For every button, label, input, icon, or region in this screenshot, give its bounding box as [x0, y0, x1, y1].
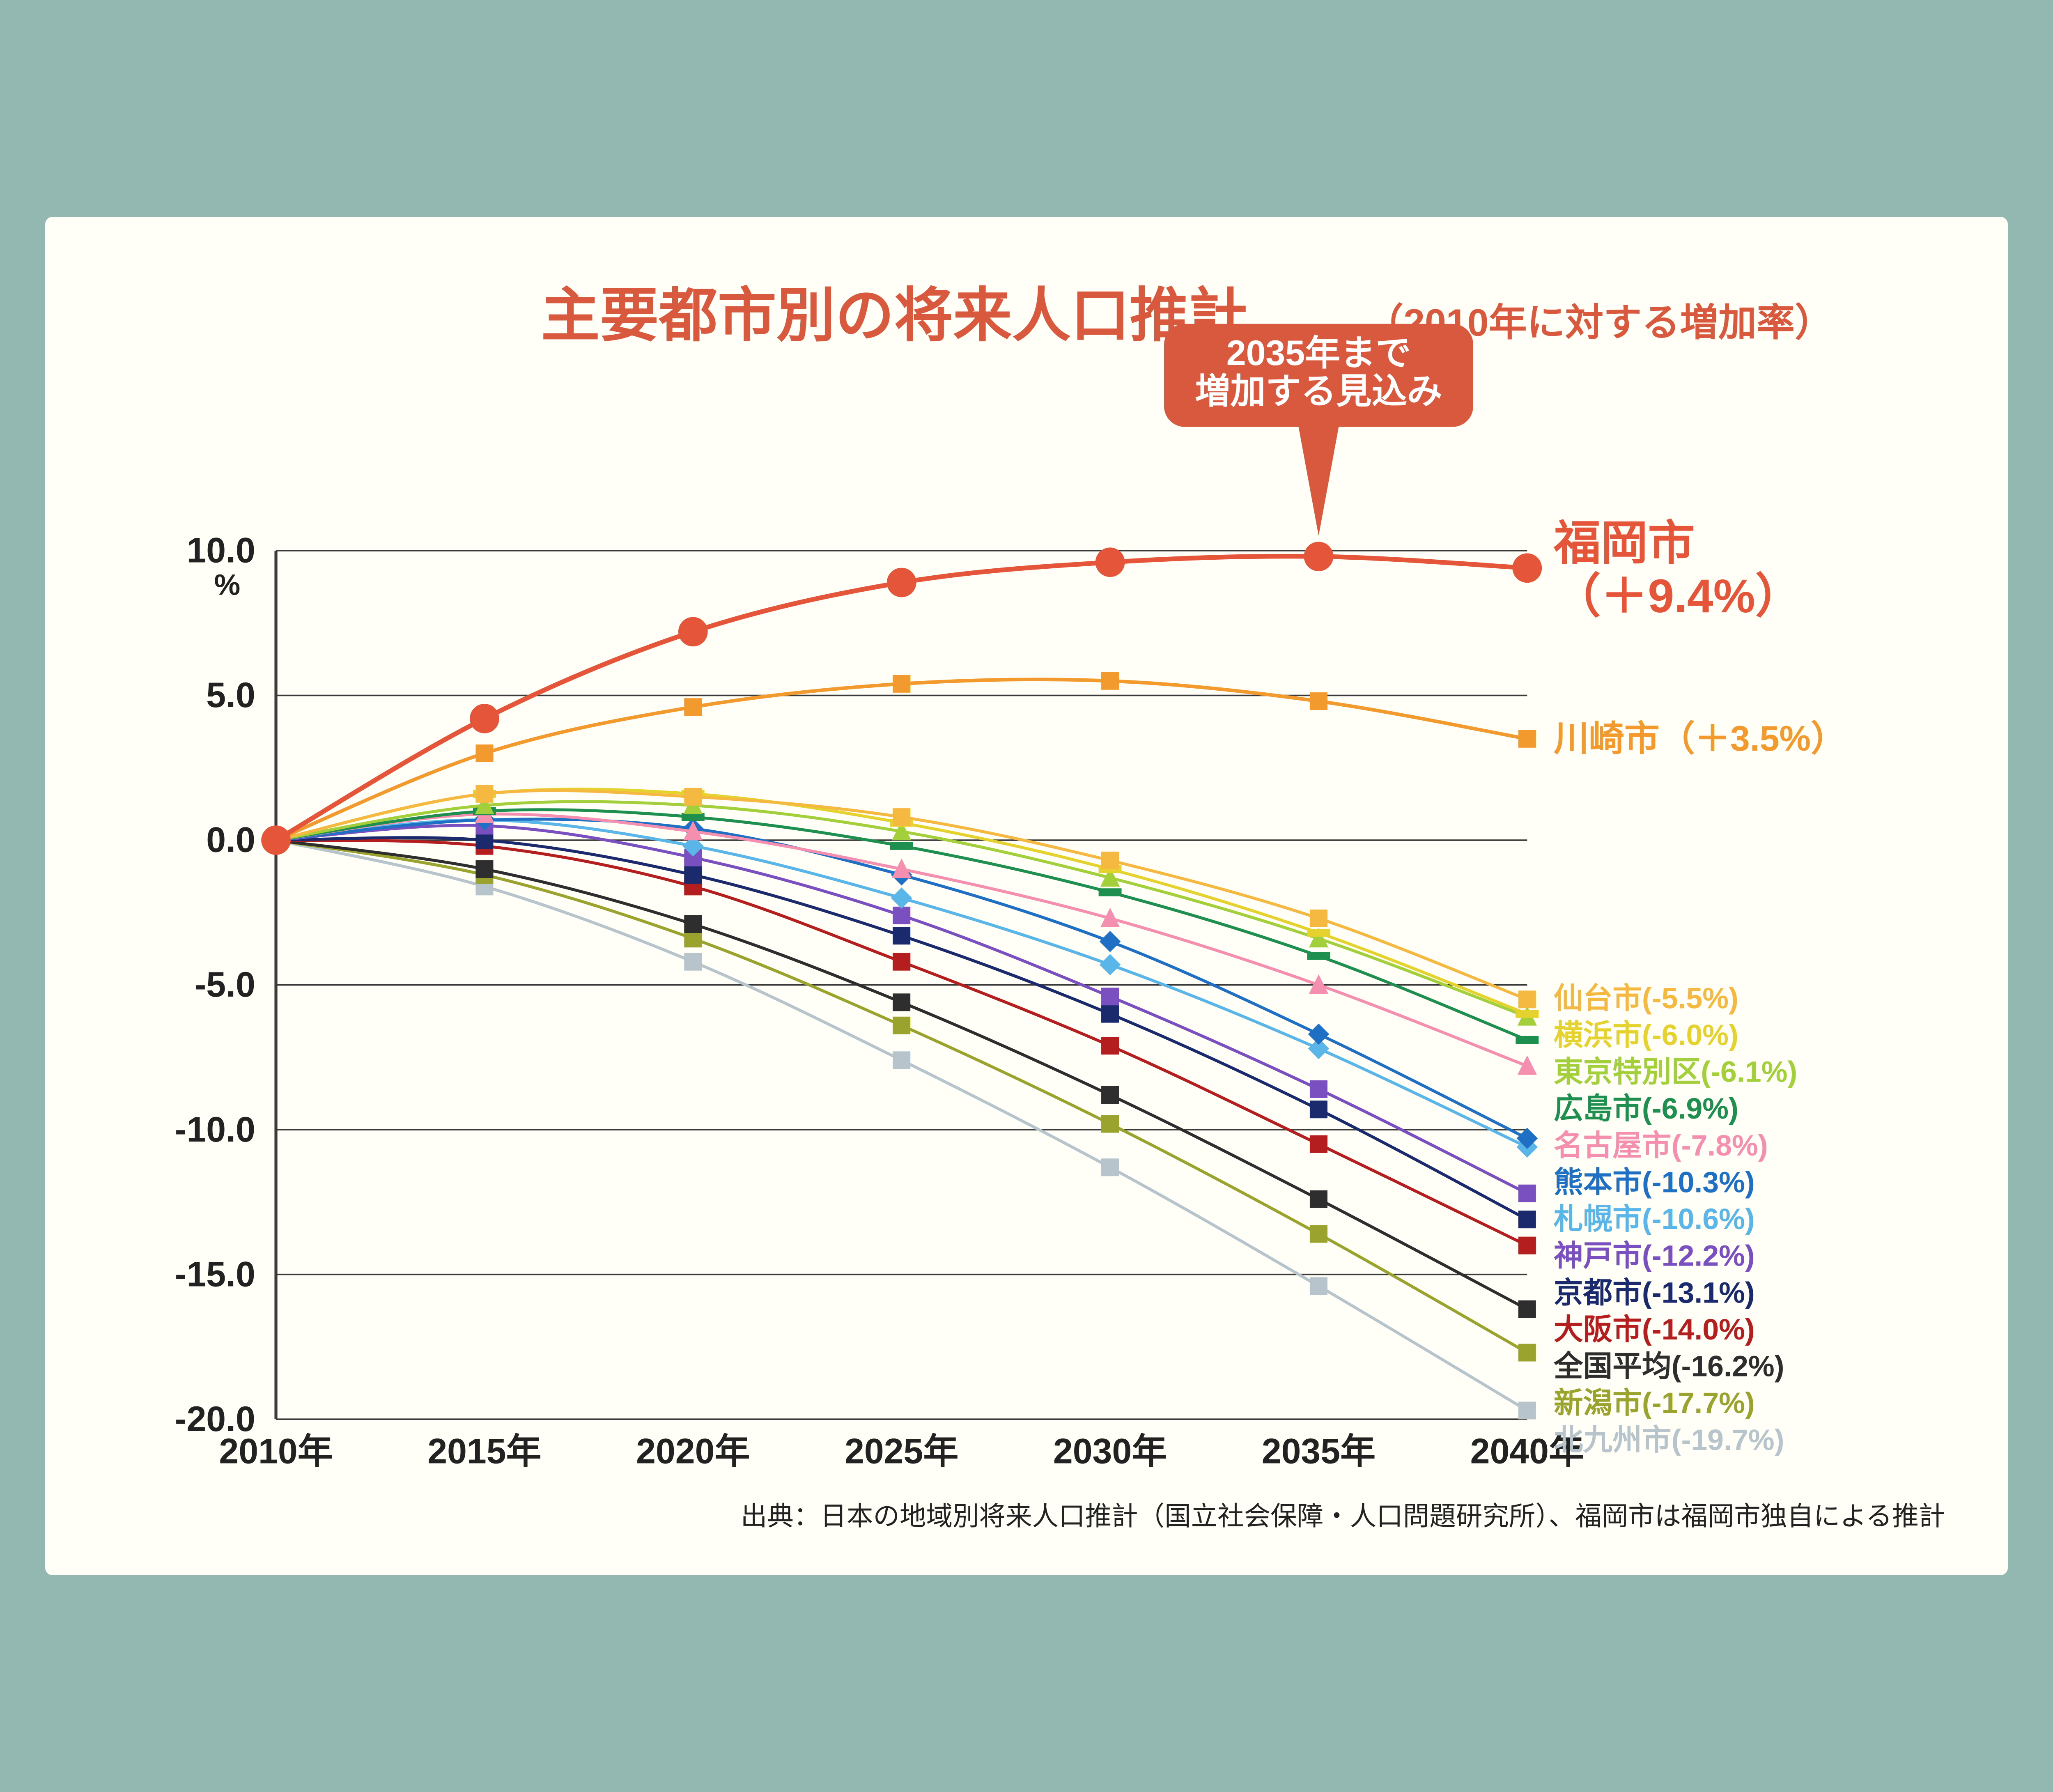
marker-zenkoku [684, 915, 702, 933]
marker-niigata [1310, 1225, 1327, 1243]
marker-sendai [1518, 990, 1536, 1008]
label-sapporo: 札幌市(-10.6%) [1553, 1203, 1754, 1236]
marker-zenkoku [475, 860, 493, 878]
marker-kawasaki [1310, 692, 1327, 710]
label-fukuoka: 福岡市 [1553, 517, 1695, 570]
marker-fukuoka [678, 617, 708, 646]
x-tick-label: 2035年 [1261, 1431, 1375, 1471]
marker-osaka [1101, 1037, 1119, 1055]
label-kyoto: 京都市(-13.1%) [1553, 1276, 1754, 1309]
marker-kitakyushu [1101, 1158, 1119, 1176]
source-text: 出典：日本の地域別将来人口推計（国立社会保障・人口問題研究所）、福岡市は福岡市独… [741, 1501, 1945, 1531]
label-yokohama: 横浜市(-6.0%) [1553, 1019, 1738, 1052]
marker-sendai [684, 788, 702, 805]
marker-kyoto [684, 866, 702, 884]
y-tick-label: 10.0 [186, 531, 255, 570]
marker-kawasaki [475, 744, 493, 762]
y-tick-label: -15.0 [175, 1254, 255, 1294]
label-osaka: 大阪市(-14.0%) [1553, 1313, 1754, 1346]
marker-kawasaki [1101, 672, 1119, 689]
marker-kawasaki [1518, 730, 1536, 747]
marker-sendai [1310, 910, 1327, 927]
marker-kyoto [1518, 1211, 1536, 1228]
marker-niigata [893, 1016, 910, 1034]
marker-niigata [1101, 1115, 1119, 1133]
x-tick-label: 2015年 [427, 1431, 541, 1471]
x-tick-label: 2010年 [219, 1431, 333, 1471]
marker-yokohama [1307, 929, 1330, 937]
marker-kumamoto [1099, 931, 1121, 952]
marker-kawasaki [684, 698, 702, 716]
series-group [261, 542, 1542, 1419]
chart-panel: 主要都市別の将来人口推計（2010年に対する増加率）2035年まで増加する見込み… [45, 217, 2008, 1575]
marker-kobe [1310, 1080, 1327, 1098]
marker-kyoto [1310, 1100, 1327, 1118]
marker-zenkoku [1310, 1190, 1327, 1208]
marker-nagoya [1517, 1055, 1536, 1075]
marker-hiroshima [1516, 1036, 1539, 1044]
marker-zenkoku [1518, 1300, 1536, 1318]
marker-yokohama [1516, 1010, 1539, 1018]
label-tokyo: 東京特別区(-6.1%) [1553, 1055, 1797, 1088]
marker-kyoto [1101, 1005, 1119, 1022]
marker-osaka [893, 953, 910, 970]
label-kobe: 神戸市(-12.2%) [1553, 1239, 1754, 1272]
x-tick-label: 2020年 [636, 1431, 750, 1471]
marker-fukuoka [1095, 547, 1125, 577]
x-ticks: 2010年2015年2020年2025年2030年2035年2040年 [219, 1431, 1584, 1471]
svg-text:2035年まで: 2035年まで [1226, 333, 1410, 373]
y-tick-label: -10.0 [175, 1110, 255, 1149]
marker-zenkoku [1101, 1086, 1119, 1104]
marker-sapporo [891, 887, 912, 909]
marker-fukuoka [1512, 553, 1542, 583]
callout-growth-2035: 2035年まで増加する見込み [1164, 324, 1473, 535]
marker-kobe [893, 907, 910, 924]
marker-kawasaki [893, 675, 910, 693]
y-tick-label: -5.0 [194, 965, 255, 1004]
marker-kyoto [893, 927, 910, 944]
label-kawasaki: 川崎市（＋3.5%） [1553, 719, 1846, 758]
marker-zenkoku [893, 993, 910, 1011]
label-niigata: 新潟市(-17.7%) [1553, 1387, 1754, 1420]
marker-fukuoka [470, 704, 499, 733]
label-zenkoku: 全国平均(-16.2%) [1553, 1350, 1784, 1383]
y-tick-label: 0.0 [206, 820, 255, 859]
population-forecast-chart: 主要都市別の将来人口推計（2010年に対する増加率）2035年まで増加する見込み… [85, 256, 1969, 1552]
title-main: 主要都市別の将来人口推計 [541, 283, 1247, 348]
marker-sendai [1101, 852, 1119, 869]
marker-hiroshima [1307, 952, 1330, 960]
x-tick-label: 2030年 [1053, 1431, 1167, 1471]
marker-kitakyushu [1518, 1401, 1536, 1419]
label-hiroshima: 広島市(-6.9%) [1553, 1092, 1738, 1125]
marker-hiroshima [890, 842, 913, 850]
marker-fukuoka [261, 825, 291, 855]
marker-kitakyushu [684, 953, 702, 970]
marker-sendai [893, 808, 910, 826]
marker-fukuoka [1304, 542, 1333, 571]
marker-sapporo [1099, 954, 1121, 975]
y-unit: % [214, 568, 240, 601]
marker-kobe [1101, 988, 1119, 1005]
marker-niigata [1518, 1344, 1536, 1361]
marker-sendai [475, 785, 493, 802]
marker-osaka [1310, 1135, 1327, 1153]
marker-kitakyushu [893, 1051, 910, 1069]
y-tick-label: 5.0 [206, 675, 255, 715]
marker-osaka [1518, 1236, 1536, 1254]
label-sendai: 仙台市(-5.5%) [1553, 982, 1738, 1015]
marker-kitakyushu [1310, 1277, 1327, 1295]
label-kitakyushu: 北九州市(-19.7%) [1553, 1424, 1784, 1457]
marker-kumamoto [1308, 1023, 1329, 1045]
label2-fukuoka: （＋9.4%） [1553, 570, 1802, 623]
marker-kobe [1518, 1184, 1536, 1202]
label-nagoya: 名古屋市(-7.8%) [1553, 1129, 1768, 1162]
gridlines: 10.05.00.0-5.0-10.0-15.0-20.0% [175, 531, 1527, 1438]
marker-hiroshima [1098, 888, 1121, 896]
x-tick-label: 2025年 [845, 1431, 958, 1471]
label-kumamoto: 熊本市(-10.3%) [1553, 1166, 1754, 1199]
series-labels: 福岡市（＋9.4%） 川崎市（＋3.5%） 仙台市(-5.5%) 横浜市(-6.0%)… [1553, 517, 1846, 1457]
marker-fukuoka [886, 567, 916, 597]
svg-text:増加する見込み: 増加する見込み [1195, 372, 1442, 411]
